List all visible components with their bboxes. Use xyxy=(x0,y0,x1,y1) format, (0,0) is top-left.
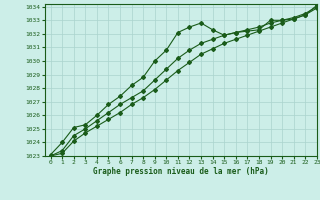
X-axis label: Graphe pression niveau de la mer (hPa): Graphe pression niveau de la mer (hPa) xyxy=(93,167,269,176)
